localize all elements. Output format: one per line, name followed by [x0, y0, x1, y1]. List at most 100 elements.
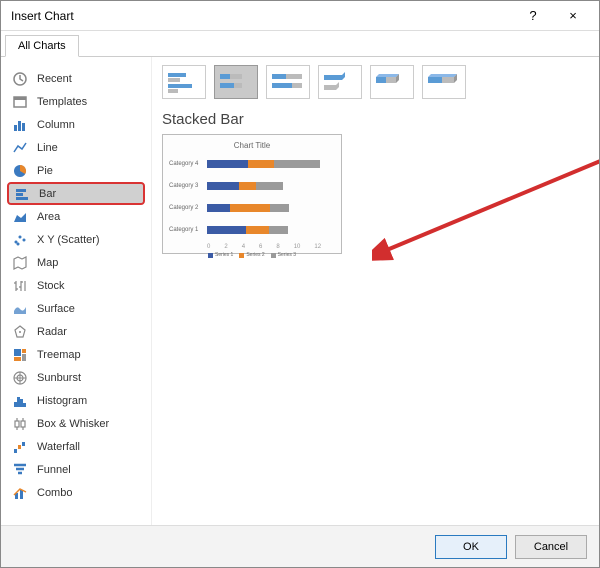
sidebar-item-treemap[interactable]: Treemap: [7, 343, 145, 366]
chart-type-sidebar: Recent Templates Column Line Pie Bar Area X Y (…: [1, 57, 151, 525]
sidebar-item-label: Surface: [37, 303, 75, 315]
sidebar-item-waterfall[interactable]: Waterfall: [7, 435, 145, 458]
sidebar-item-column[interactable]: Column: [7, 113, 145, 136]
sidebar-item-label: Bar: [39, 188, 56, 200]
sidebar-item-label: Box & Whisker: [37, 418, 109, 430]
sidebar-item-recent[interactable]: Recent: [7, 67, 145, 90]
sidebar-item-label: Treemap: [37, 349, 81, 361]
preview-legend: Series 1Series 2Series 3: [169, 252, 335, 258]
sidebar-item-pie[interactable]: Pie: [7, 159, 145, 182]
subtype-thumb-clustered[interactable]: [162, 65, 206, 99]
sidebar-item-label: Recent: [37, 73, 72, 85]
sidebar-item-templates[interactable]: Templates: [7, 90, 145, 113]
combo-icon: [11, 484, 29, 502]
preview-caption: Chart Title: [169, 141, 335, 150]
window-title: Insert Chart: [11, 9, 513, 23]
preview-row: Category 4: [169, 156, 335, 172]
dialog-footer: OK Cancel: [1, 525, 599, 567]
subtype-thumb-stacked1003d[interactable]: [422, 65, 466, 99]
area-icon: [11, 208, 29, 226]
sunburst-icon: [11, 369, 29, 387]
line-icon: [11, 139, 29, 157]
preview-segment: [246, 226, 269, 234]
bar-icon: [13, 185, 31, 203]
tab-all-charts[interactable]: All Charts: [5, 35, 79, 57]
dialog-body: Recent Templates Column Line Pie Bar Area X Y (…: [1, 57, 599, 525]
map-icon: [11, 254, 29, 272]
sidebar-item-label: Stock: [37, 280, 65, 292]
sidebar-item-label: Combo: [37, 487, 72, 499]
preview-segment: [207, 204, 230, 212]
preview-xaxis: 024681012: [207, 244, 335, 250]
sidebar-item-label: Pie: [37, 165, 53, 177]
preview-category-label: Category 2: [169, 205, 203, 211]
chart-preview[interactable]: Chart Title Category 4 Category 3 Category …: [162, 134, 342, 254]
preview-segment: [270, 204, 288, 212]
boxwhisker-icon: [11, 415, 29, 433]
sidebar-item-label: Waterfall: [37, 441, 80, 453]
preview-category-label: Category 1: [169, 227, 203, 233]
preview-segment: [207, 226, 246, 234]
preview-segment: [207, 182, 239, 190]
subtype-thumb-clustered3d[interactable]: [318, 65, 362, 99]
preview-bar: [207, 226, 288, 234]
histogram-icon: [11, 392, 29, 410]
subtype-thumb-stacked3d[interactable]: [370, 65, 414, 99]
cancel-button[interactable]: Cancel: [515, 535, 587, 559]
annotation-arrow: [372, 147, 599, 267]
main-panel: Stacked Bar Chart TitleCategory 4Categor…: [151, 57, 599, 525]
preview-row: Category 2: [169, 200, 335, 216]
recent-icon: [11, 70, 29, 88]
treemap-icon: [11, 346, 29, 364]
sidebar-item-label: Area: [37, 211, 60, 223]
preview-bar: [207, 160, 320, 168]
preview-bar: [207, 204, 289, 212]
preview-segment: [239, 182, 256, 190]
preview-category-label: Category 4: [169, 161, 203, 167]
ok-button[interactable]: OK: [435, 535, 507, 559]
radar-icon: [11, 323, 29, 341]
sidebar-item-label: Radar: [37, 326, 67, 338]
sidebar-item-label: Histogram: [37, 395, 87, 407]
sidebar-item-surface[interactable]: Surface: [7, 297, 145, 320]
sidebar-item-label: Column: [37, 119, 75, 131]
tab-row: All Charts: [1, 31, 599, 57]
subtype-thumb-stacked[interactable]: [214, 65, 258, 99]
titlebar: Insert Chart ? ×: [1, 1, 599, 31]
sidebar-item-radar[interactable]: Radar: [7, 320, 145, 343]
preview-segment: [230, 204, 270, 212]
sidebar-item-stock[interactable]: Stock: [7, 274, 145, 297]
sidebar-item-funnel[interactable]: Funnel: [7, 458, 145, 481]
funnel-icon: [11, 461, 29, 479]
sidebar-item-combo[interactable]: Combo: [7, 481, 145, 504]
sidebar-item-map[interactable]: Map: [7, 251, 145, 274]
subtype-thumb-stacked100[interactable]: [266, 65, 310, 99]
help-button[interactable]: ?: [513, 2, 553, 30]
sidebar-item-xyscatter[interactable]: X Y (Scatter): [7, 228, 145, 251]
preview-segment: [248, 160, 274, 168]
sidebar-item-bar[interactable]: Bar: [7, 182, 145, 205]
sidebar-item-label: Templates: [37, 96, 87, 108]
column-icon: [11, 116, 29, 134]
insert-chart-dialog: Insert Chart ? × All Charts Recent Templa…: [0, 0, 600, 568]
sidebar-item-boxwhisker[interactable]: Box & Whisker: [7, 412, 145, 435]
sidebar-item-label: Line: [37, 142, 58, 154]
pie-icon: [11, 162, 29, 180]
preview-row: Category 3: [169, 178, 335, 194]
preview-segment: [269, 226, 287, 234]
preview-segment: [274, 160, 320, 168]
sidebar-item-area[interactable]: Area: [7, 205, 145, 228]
stock-icon: [11, 277, 29, 295]
sidebar-item-line[interactable]: Line: [7, 136, 145, 159]
sidebar-item-histogram[interactable]: Histogram: [7, 389, 145, 412]
sidebar-item-label: X Y (Scatter): [37, 234, 100, 246]
preview-row: Category 1: [169, 222, 335, 238]
sidebar-item-label: Funnel: [37, 464, 71, 476]
sidebar-item-label: Map: [37, 257, 58, 269]
preview-category-label: Category 3: [169, 183, 203, 189]
sidebar-item-sunburst[interactable]: Sunburst: [7, 366, 145, 389]
close-button[interactable]: ×: [553, 2, 593, 30]
preview-segment: [207, 160, 248, 168]
templates-icon: [11, 93, 29, 111]
preview-segment: [256, 182, 284, 190]
